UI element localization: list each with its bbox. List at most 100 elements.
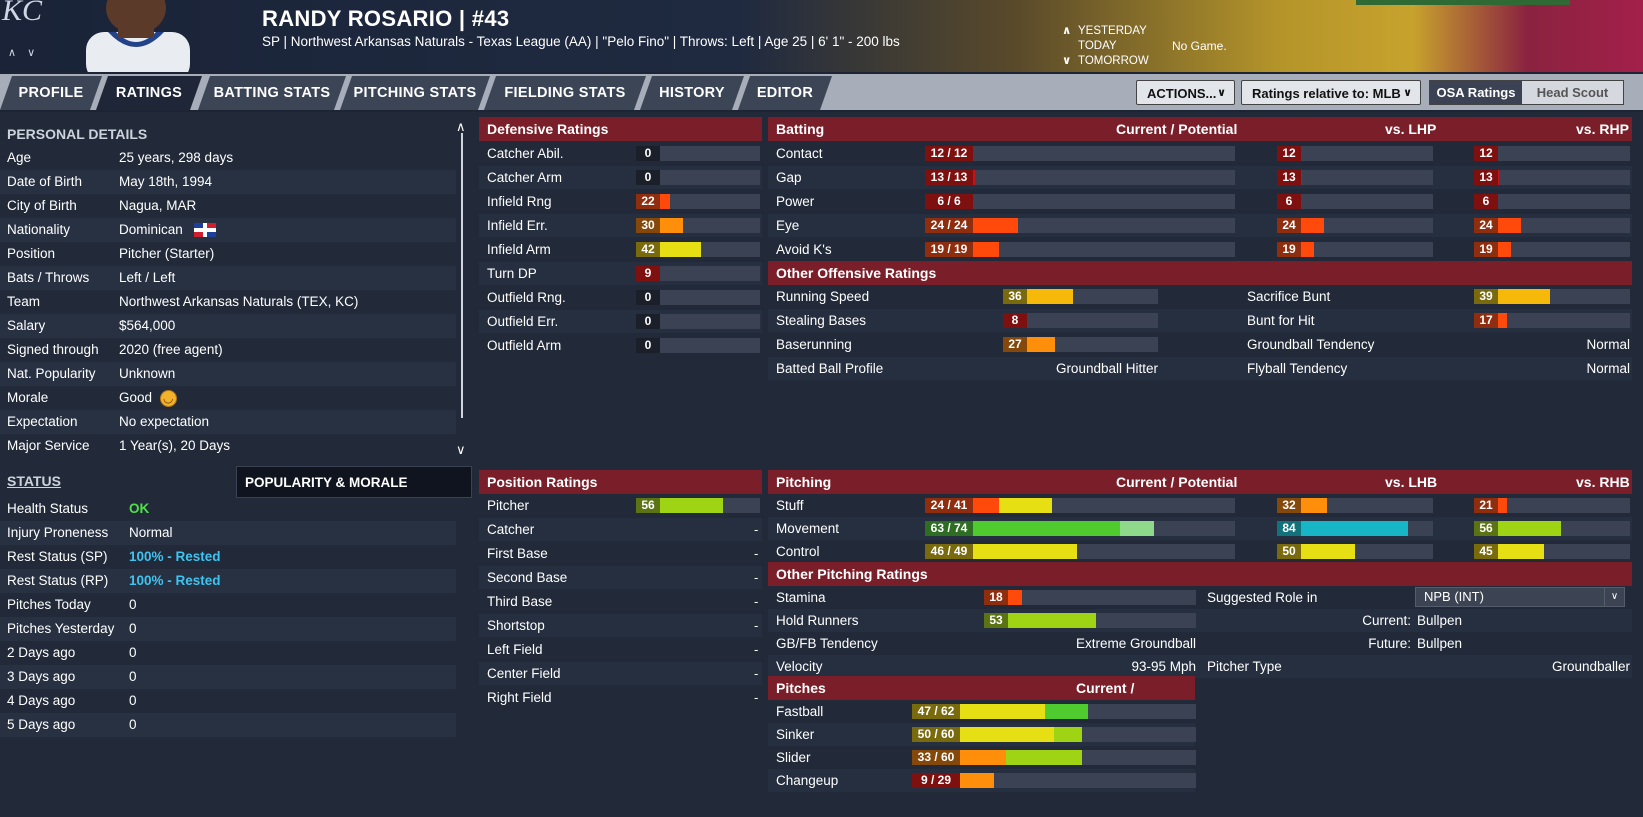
status-row: 5 Days ago 0 — [0, 713, 456, 737]
bat-cp-bar-value: 12 / 12 — [925, 146, 973, 161]
gb-tendency-value: Normal — [1586, 337, 1630, 352]
off-row-bg — [768, 285, 1632, 308]
personal-value: Nagua, MAR — [119, 198, 197, 213]
pos-value: - — [754, 570, 759, 585]
def-label: Catcher Abil. — [487, 146, 564, 161]
day-nav-today[interactable]: TODAY — [1062, 39, 1149, 54]
osa-ratings-button[interactable]: OSA Ratings — [1430, 81, 1522, 104]
gbfb-value: Extreme Groundball — [1075, 636, 1196, 651]
tab-editor[interactable]: EDITOR — [738, 76, 832, 110]
personal-row: Nationality Dominican — [0, 218, 456, 242]
chevron-down-icon: ∨ — [1403, 87, 1412, 99]
pos-value: - — [754, 666, 759, 681]
batted-ball-value: Groundball Hitter — [1055, 361, 1158, 376]
day-nav-label: TOMORROW — [1078, 55, 1149, 67]
personal-key: Team — [7, 294, 41, 309]
game-status: No Game. — [1172, 39, 1227, 53]
personal-value: Dominican — [119, 218, 216, 242]
bat-label: Eye — [776, 218, 800, 233]
day-nav-yesterday[interactable]: ∧ YESTERDAY — [1062, 24, 1149, 39]
other-pit-row-bg — [768, 609, 1632, 632]
tab-pitching-stats[interactable]: PITCHING STATS — [340, 76, 490, 110]
header-accent-bar — [1356, 0, 1570, 5]
head-scout-button[interactable]: Head Scout — [1522, 81, 1623, 104]
personal-key: Morale — [7, 390, 49, 405]
status-key: Pitches Yesterday — [7, 621, 115, 636]
suggested-role-label: Suggested Role in — [1207, 590, 1318, 605]
pos-label: First Base — [487, 546, 548, 561]
suggested-role-league-dropdown[interactable]: NPB (INT) ∨ — [1415, 587, 1625, 607]
day-navigator[interactable]: ∧ YESTERDAY TODAY ∨ TOMORROW — [1062, 24, 1149, 69]
actions-dropdown[interactable]: ACTIONS... ∨ — [1136, 80, 1235, 105]
off-right-bar-value: 17 — [1474, 313, 1498, 328]
other-offensive-title: Other Offensive Ratings — [776, 265, 937, 281]
bat-cp-bar-value: 6 / 6 — [925, 194, 973, 209]
tab-fielding-stats[interactable]: FIELDING STATS — [484, 76, 646, 110]
tab-ratings[interactable]: RATINGS — [96, 76, 202, 110]
def-bar-value: 30 — [636, 218, 660, 233]
bat-vr-bar-track — [1474, 146, 1630, 161]
player-nav-arrows[interactable]: ∧ ∨ — [8, 47, 40, 59]
velocity-label: Velocity — [776, 659, 823, 674]
bat-vl-bar-track — [1277, 146, 1433, 161]
off-label: Stealing Bases — [776, 313, 867, 328]
personal-value: Left / Left — [119, 270, 176, 285]
personal-details-title: PERSONAL DETAILS — [7, 126, 148, 142]
pit-cp-bar-value: 63 / 74 — [925, 521, 973, 536]
pit-cp-bar-value: 46 / 49 — [925, 544, 973, 559]
status-row: Injury Proneness Normal — [0, 521, 456, 545]
tab-profile[interactable]: PROFILE — [0, 76, 102, 110]
status-key: 3 Days ago — [7, 669, 76, 684]
team-logo: KC — [2, 0, 43, 27]
personal-key: Signed through — [7, 342, 99, 357]
ratings-relative-dropdown[interactable]: Ratings relative to: MLB ∨ — [1241, 80, 1421, 105]
scroll-down-icon[interactable]: ∨ — [456, 442, 466, 457]
status-value: 100% - Rested — [129, 573, 221, 588]
pos-row-bg — [479, 614, 762, 637]
pit-vr-bar-value: 21 — [1474, 498, 1498, 513]
pitching-col-vs-lhb: vs. LHB — [1385, 474, 1438, 490]
stamina-label: Stamina — [776, 590, 826, 605]
status-value: 0 — [129, 717, 137, 732]
def-bar-value: 0 — [636, 290, 660, 305]
bat-vl-bar-value: 6 — [1277, 194, 1301, 209]
chevron-up-icon: ∧ — [1062, 25, 1072, 37]
bat-vr-bar-value: 19 — [1474, 242, 1498, 257]
pitches-title: Pitches — [776, 680, 826, 696]
personal-scrollbar[interactable] — [461, 133, 463, 418]
off-row-bg — [768, 309, 1632, 332]
personal-value: 1 Year(s), 20 Days — [119, 438, 231, 453]
role-future-label: Future: — [1368, 636, 1411, 651]
popularity-morale-tab[interactable]: POPULARITY & MORALE — [236, 466, 472, 498]
bat-vl-bar-track — [1277, 242, 1433, 257]
batting-col-vs-rhp: vs. RHP — [1576, 121, 1629, 137]
day-nav-label: TODAY — [1078, 40, 1117, 52]
off-right-label: Sacrifice Bunt — [1247, 289, 1331, 304]
def-bar-value: 9 — [636, 266, 660, 281]
scroll-up-icon[interactable]: ∧ — [456, 119, 466, 134]
pos-value: - — [754, 690, 759, 705]
def-bar-track — [636, 266, 760, 281]
status-value: Normal — [129, 525, 173, 540]
bat-vr-bar-value: 12 — [1474, 146, 1498, 161]
pit-vr-bar-value: 45 — [1474, 544, 1498, 559]
hold-runners-bar-value: 53 — [984, 613, 1008, 628]
bat-vl-bar-value: 19 — [1277, 242, 1301, 257]
pitching-col-current-potential: Current / Potential — [1116, 474, 1238, 490]
off-right-bar-value: 39 — [1474, 289, 1498, 304]
day-nav-tomorrow[interactable]: ∨ TOMORROW — [1062, 54, 1149, 69]
personal-row: Salary $564,000 — [0, 314, 456, 338]
hold-runners-bar-fill — [984, 613, 1096, 628]
chevron-down-icon: ∨ — [1062, 55, 1072, 67]
tab-batting-stats[interactable]: BATTING STATS — [198, 76, 346, 110]
off-right-label: Bunt for Hit — [1247, 313, 1315, 328]
personal-row: City of Birth Nagua, MAR — [0, 194, 456, 218]
pos-row-bg — [479, 542, 762, 565]
pit-label: Control — [776, 544, 820, 559]
pit-vr-bar-value: 56 — [1474, 521, 1498, 536]
status-key: Health Status — [7, 501, 89, 516]
tab-history[interactable]: HISTORY — [640, 76, 744, 110]
personal-value: May 18th, 1994 — [119, 174, 213, 189]
bat-label: Gap — [776, 170, 802, 185]
status-key: Pitches Today — [7, 597, 91, 612]
